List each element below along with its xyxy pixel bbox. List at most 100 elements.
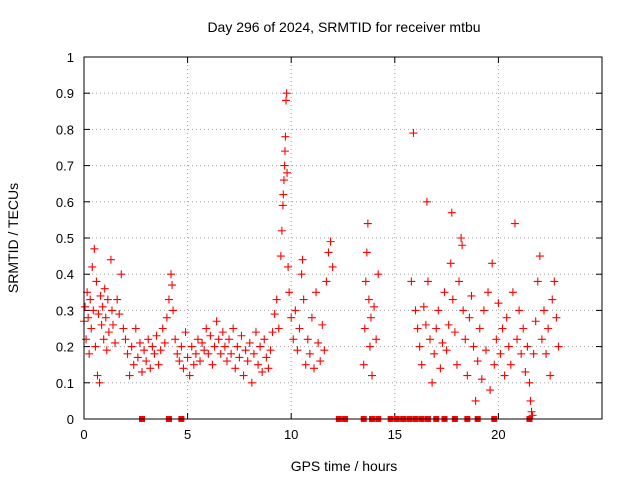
data-point (432, 324, 441, 333)
data-point (99, 335, 108, 344)
y-tick-label: 0.3 (56, 303, 74, 318)
data-point (177, 342, 186, 351)
data-point (372, 335, 381, 344)
data-point (496, 349, 505, 358)
x-tick-label: 20 (491, 427, 505, 442)
data-point (162, 313, 171, 322)
data-point (316, 357, 325, 366)
data-point (167, 270, 176, 279)
data-point (413, 324, 422, 333)
data-point (455, 277, 464, 286)
data-point (498, 324, 507, 333)
data-point (278, 201, 287, 210)
data-point (281, 132, 290, 141)
data-point (262, 353, 271, 362)
data-point (98, 302, 107, 311)
data-point (129, 360, 138, 369)
data-point (229, 324, 238, 333)
y-tick-label: 0.2 (56, 340, 74, 355)
data-point (542, 349, 551, 358)
data-point (148, 342, 157, 351)
data-point (552, 313, 561, 322)
data-point (322, 277, 331, 286)
data-point (374, 270, 383, 279)
data-point (490, 360, 499, 369)
data-point (117, 270, 126, 279)
data-point (208, 360, 217, 369)
data-point (247, 378, 256, 387)
data-point (96, 291, 105, 300)
data-point (233, 342, 242, 351)
data-point (258, 367, 267, 376)
data-point (492, 335, 501, 344)
data-point (181, 328, 190, 337)
data-point (107, 306, 116, 315)
data-point (494, 299, 503, 308)
data-point (241, 346, 250, 355)
data-point (144, 335, 153, 344)
data-point (220, 342, 229, 351)
data-point (198, 338, 207, 347)
data-point (100, 284, 109, 293)
data-point (204, 349, 213, 358)
data-point (193, 335, 202, 344)
data-point (168, 281, 177, 290)
data-point (146, 364, 155, 373)
y-tick-label: 0.9 (56, 86, 74, 101)
data-point (260, 335, 269, 344)
data-point (264, 364, 273, 373)
data-point (293, 346, 302, 355)
data-point (235, 353, 244, 362)
data-point (254, 360, 263, 369)
data-point (312, 288, 321, 297)
data-point (88, 262, 97, 271)
y-tick-label: 0.7 (56, 159, 74, 174)
data-point (365, 342, 374, 351)
data-point (156, 346, 165, 355)
data-point (191, 349, 200, 358)
data-point (243, 357, 252, 366)
data-point (409, 129, 418, 138)
data-point (548, 295, 557, 304)
data-point (523, 342, 532, 351)
data-point (158, 324, 167, 333)
data-point (314, 338, 323, 347)
x-tick-label: 5 (184, 427, 191, 442)
data-point (546, 371, 555, 380)
data-point (123, 349, 132, 358)
data-point (502, 313, 511, 322)
data-point (526, 396, 535, 405)
data-point (90, 244, 99, 253)
data-point (196, 357, 205, 366)
data-point (113, 295, 122, 304)
data-point (363, 219, 372, 228)
data-point (419, 302, 428, 311)
data-point (82, 335, 91, 344)
data-point (297, 270, 306, 279)
data-point (428, 378, 437, 387)
data-point (360, 324, 369, 333)
data-point (91, 342, 100, 351)
data-point (287, 313, 296, 322)
x-tick-label: 15 (388, 427, 402, 442)
y-axis-label: SRMTID / TECUs (5, 183, 21, 293)
data-point (484, 288, 493, 297)
data-point (81, 302, 90, 311)
data-point (97, 320, 106, 329)
data-point (440, 288, 449, 297)
data-point (361, 277, 370, 286)
data-point (326, 237, 335, 246)
data-point (202, 324, 211, 333)
data-point (266, 346, 275, 355)
data-point (154, 360, 163, 369)
axis-ticks: 0 5 10 15 20 0 0.1 0.2 0.3 0.4 0.5 0.6 0.7 0.8 0.9 1 (56, 50, 602, 442)
y-tick-label: 0.1 (56, 376, 74, 391)
data-point (444, 320, 453, 329)
data-point (150, 349, 159, 358)
data-point (423, 277, 432, 286)
data-point (104, 328, 113, 337)
data-point (200, 346, 209, 355)
data-point (544, 324, 553, 333)
data-point (411, 306, 420, 315)
data-point (92, 277, 101, 286)
